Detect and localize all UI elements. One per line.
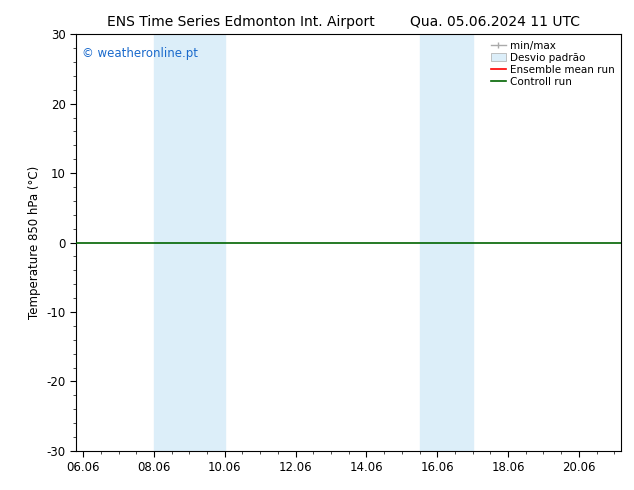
Bar <box>154 34 225 451</box>
Legend: min/max, Desvio padrão, Ensemble mean run, Controll run: min/max, Desvio padrão, Ensemble mean ru… <box>486 36 619 91</box>
Bar <box>420 34 472 451</box>
Y-axis label: Temperature 850 hPa (°C): Temperature 850 hPa (°C) <box>28 166 41 319</box>
Text: ENS Time Series Edmonton Int. Airport: ENS Time Series Edmonton Int. Airport <box>107 15 375 29</box>
Text: © weatheronline.pt: © weatheronline.pt <box>82 47 198 60</box>
Text: Qua. 05.06.2024 11 UTC: Qua. 05.06.2024 11 UTC <box>410 15 579 29</box>
